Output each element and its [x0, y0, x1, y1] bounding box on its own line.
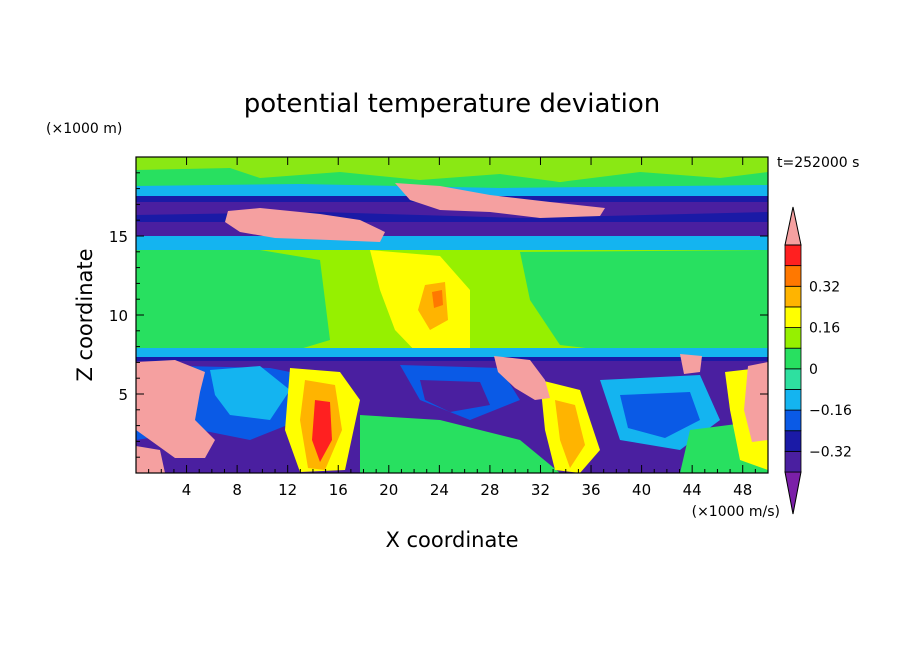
colorbar-label: 0.32: [809, 279, 840, 295]
colorbar-swatch: [784, 347, 802, 370]
x-tick-label: 8: [232, 481, 242, 499]
x-unit-label: (×1000 m/s): [692, 504, 780, 520]
x-tick-label: 36: [581, 481, 600, 499]
y-tick-label: 5: [118, 386, 128, 404]
band-mid-cyan: [136, 236, 768, 250]
colorbar-swatch: [784, 450, 802, 473]
x-tick-label: 44: [683, 481, 702, 499]
colorbar: 0.32 0.16 0 −0.16 −0.32: [784, 206, 852, 515]
pink-left-plume: [136, 360, 215, 458]
x-tick-label: 40: [632, 481, 651, 499]
x-tick-label: 16: [329, 481, 348, 499]
y-unit-label: (×1000 m): [46, 121, 122, 137]
mid-red-core: [432, 290, 443, 308]
x-tick-label: 4: [182, 481, 192, 499]
x-ticks: 4 8 12 16 20 24 28 32 36 40 44 48: [148, 157, 756, 499]
pink-cloud-top-left: [225, 208, 385, 242]
lower-blue-right: [620, 392, 700, 438]
pink-right-edge: [744, 362, 768, 442]
colorbar-upper-arrow: [784, 206, 802, 246]
colorbar-swatch: [784, 265, 802, 287]
colorbar-swatch: [784, 285, 802, 308]
pink-right-small: [680, 354, 702, 374]
lower-green-mid: [360, 415, 560, 473]
colorbar-lower-arrow: [784, 471, 802, 515]
x-tick-label: 24: [430, 481, 449, 499]
x-tick-label: 48: [733, 481, 752, 499]
x-tick-label: 20: [379, 481, 398, 499]
colorbar-swatch: [784, 368, 802, 390]
y-tick-label: 15: [109, 228, 128, 246]
contour-field: [136, 157, 768, 473]
colorbar-label: −0.32: [809, 444, 852, 460]
colorbar-swatch: [784, 430, 802, 452]
colorbar-swatch: [784, 409, 802, 432]
y-ticks: 5 10 15: [109, 172, 768, 458]
y-tick-label: 10: [109, 307, 128, 325]
pink-cloud-top-right: [395, 183, 605, 218]
colorbar-label: −0.16: [809, 403, 852, 419]
colorbar-swatch: [784, 244, 802, 267]
colorbar-label: 0: [809, 362, 818, 378]
x-tick-label: 32: [531, 481, 550, 499]
colorbar-swatch: [784, 327, 802, 349]
band-lower-navy: [136, 357, 768, 361]
pink-mid-plume: [494, 356, 550, 400]
band-lower-cyan: [136, 348, 768, 358]
lower-red-plume: [312, 400, 332, 462]
x-tick-label: 28: [480, 481, 499, 499]
lower-orange-right: [555, 400, 585, 468]
lower-cyan-swirl: [210, 366, 290, 420]
mid-green-right: [520, 250, 768, 352]
x-axis-label: X coordinate: [385, 528, 518, 552]
x-tick-label: 12: [278, 481, 297, 499]
time-label: t=252000 s: [777, 155, 859, 171]
colorbar-label: 0.16: [809, 321, 840, 337]
pink-bottom-left: [136, 446, 165, 473]
colorbar-swatch: [784, 306, 802, 328]
chart-title: potential temperature deviation: [244, 89, 660, 119]
lower-purple-mid: [420, 380, 490, 412]
colorbar-swatch: [784, 389, 802, 411]
y-axis-label: Z coordinate: [73, 248, 97, 381]
mid-green-left: [136, 250, 330, 355]
